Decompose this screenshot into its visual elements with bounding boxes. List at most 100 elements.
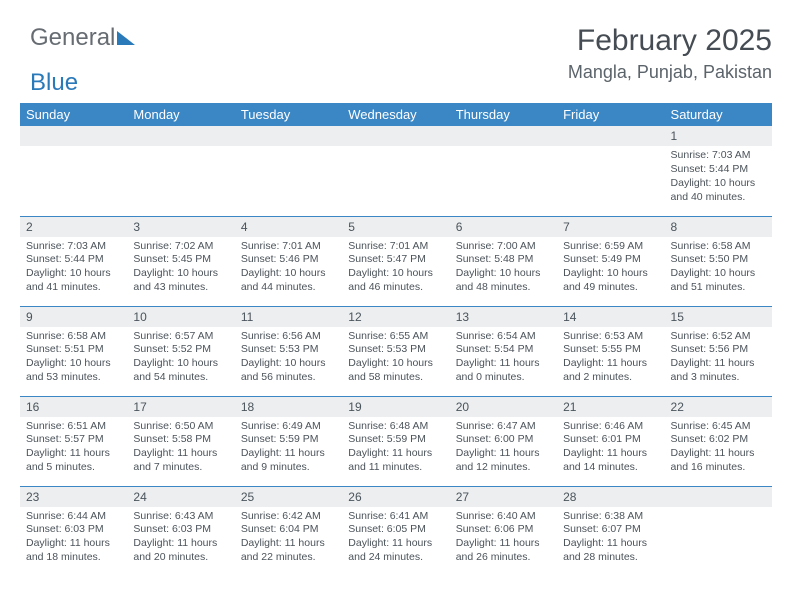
calendar-day-cell: 2Sunrise: 7:03 AMSunset: 5:44 PMDaylight… — [20, 216, 127, 306]
day-sunset: Sunset: 5:44 PM — [671, 163, 766, 177]
calendar-week-row: 16Sunrise: 6:51 AMSunset: 5:57 PMDayligh… — [20, 396, 772, 486]
day-number — [235, 126, 342, 146]
day-sunset: Sunset: 5:59 PM — [241, 433, 336, 447]
day-daylight: Daylight: 11 hours and 24 minutes. — [348, 537, 443, 565]
day-sunset: Sunset: 5:49 PM — [563, 253, 658, 267]
day-body: Sunrise: 6:40 AMSunset: 6:06 PMDaylight:… — [450, 507, 557, 569]
calendar-body: 1Sunrise: 7:03 AMSunset: 5:44 PMDaylight… — [20, 126, 772, 576]
day-daylight: Daylight: 10 hours and 41 minutes. — [26, 267, 121, 295]
day-sunrise: Sunrise: 6:56 AM — [241, 330, 336, 344]
day-number: 5 — [342, 217, 449, 237]
day-sunset: Sunset: 6:04 PM — [241, 523, 336, 537]
day-daylight: Daylight: 11 hours and 26 minutes. — [456, 537, 551, 565]
day-sunrise: Sunrise: 6:45 AM — [671, 420, 766, 434]
day-number: 26 — [342, 487, 449, 507]
day-number: 28 — [557, 487, 664, 507]
weekday-header: Monday — [127, 103, 234, 126]
calendar-day-cell: 3Sunrise: 7:02 AMSunset: 5:45 PMDaylight… — [127, 216, 234, 306]
day-number: 17 — [127, 397, 234, 417]
day-number: 19 — [342, 397, 449, 417]
day-sunset: Sunset: 6:02 PM — [671, 433, 766, 447]
day-number — [20, 126, 127, 146]
day-sunset: Sunset: 5:46 PM — [241, 253, 336, 267]
day-daylight: Daylight: 10 hours and 40 minutes. — [671, 177, 766, 205]
day-body: Sunrise: 6:51 AMSunset: 5:57 PMDaylight:… — [20, 417, 127, 479]
day-number: 15 — [665, 307, 772, 327]
day-number: 3 — [127, 217, 234, 237]
day-sunrise: Sunrise: 6:53 AM — [563, 330, 658, 344]
day-sunset: Sunset: 6:07 PM — [563, 523, 658, 537]
weekday-header: Friday — [557, 103, 664, 126]
calendar-day-cell: 11Sunrise: 6:56 AMSunset: 5:53 PMDayligh… — [235, 306, 342, 396]
calendar-day-cell: 5Sunrise: 7:01 AMSunset: 5:47 PMDaylight… — [342, 216, 449, 306]
day-number: 14 — [557, 307, 664, 327]
calendar-day-cell — [235, 126, 342, 216]
day-sunset: Sunset: 5:58 PM — [133, 433, 228, 447]
day-body: Sunrise: 6:38 AMSunset: 6:07 PMDaylight:… — [557, 507, 664, 569]
day-sunrise: Sunrise: 6:54 AM — [456, 330, 551, 344]
day-daylight: Daylight: 11 hours and 7 minutes. — [133, 447, 228, 475]
day-sunset: Sunset: 5:55 PM — [563, 343, 658, 357]
day-daylight: Daylight: 10 hours and 46 minutes. — [348, 267, 443, 295]
day-body: Sunrise: 6:52 AMSunset: 5:56 PMDaylight:… — [665, 327, 772, 389]
day-body: Sunrise: 7:01 AMSunset: 5:46 PMDaylight:… — [235, 237, 342, 299]
logo-triangle-icon — [117, 31, 135, 45]
day-daylight: Daylight: 11 hours and 9 minutes. — [241, 447, 336, 475]
day-sunset: Sunset: 5:59 PM — [348, 433, 443, 447]
day-number — [557, 126, 664, 146]
day-sunset: Sunset: 6:06 PM — [456, 523, 551, 537]
day-daylight: Daylight: 11 hours and 22 minutes. — [241, 537, 336, 565]
day-number: 9 — [20, 307, 127, 327]
calendar-day-cell — [557, 126, 664, 216]
day-daylight: Daylight: 10 hours and 58 minutes. — [348, 357, 443, 385]
day-body: Sunrise: 6:46 AMSunset: 6:01 PMDaylight:… — [557, 417, 664, 479]
day-sunrise: Sunrise: 6:46 AM — [563, 420, 658, 434]
day-daylight: Daylight: 10 hours and 53 minutes. — [26, 357, 121, 385]
calendar-day-cell: 13Sunrise: 6:54 AMSunset: 5:54 PMDayligh… — [450, 306, 557, 396]
day-daylight: Daylight: 11 hours and 20 minutes. — [133, 537, 228, 565]
day-body: Sunrise: 6:43 AMSunset: 6:03 PMDaylight:… — [127, 507, 234, 569]
day-sunrise: Sunrise: 7:00 AM — [456, 240, 551, 254]
day-sunrise: Sunrise: 7:03 AM — [671, 149, 766, 163]
day-sunrise: Sunrise: 6:58 AM — [671, 240, 766, 254]
day-number — [665, 487, 772, 507]
day-daylight: Daylight: 10 hours and 54 minutes. — [133, 357, 228, 385]
day-sunrise: Sunrise: 6:51 AM — [26, 420, 121, 434]
day-sunset: Sunset: 5:44 PM — [26, 253, 121, 267]
day-sunrise: Sunrise: 7:01 AM — [241, 240, 336, 254]
day-number: 6 — [450, 217, 557, 237]
day-sunrise: Sunrise: 6:47 AM — [456, 420, 551, 434]
day-sunrise: Sunrise: 6:50 AM — [133, 420, 228, 434]
calendar-week-row: 9Sunrise: 6:58 AMSunset: 5:51 PMDaylight… — [20, 306, 772, 396]
calendar-day-cell: 27Sunrise: 6:40 AMSunset: 6:06 PMDayligh… — [450, 486, 557, 576]
calendar-day-cell: 6Sunrise: 7:00 AMSunset: 5:48 PMDaylight… — [450, 216, 557, 306]
day-body: Sunrise: 7:00 AMSunset: 5:48 PMDaylight:… — [450, 237, 557, 299]
day-sunrise: Sunrise: 6:43 AM — [133, 510, 228, 524]
title-block: February 2025 Mangla, Punjab, Pakistan — [568, 24, 772, 83]
day-sunrise: Sunrise: 6:52 AM — [671, 330, 766, 344]
calendar-day-cell: 1Sunrise: 7:03 AMSunset: 5:44 PMDaylight… — [665, 126, 772, 216]
calendar-week-row: 2Sunrise: 7:03 AMSunset: 5:44 PMDaylight… — [20, 216, 772, 306]
day-body: Sunrise: 6:58 AMSunset: 5:51 PMDaylight:… — [20, 327, 127, 389]
calendar-day-cell — [450, 126, 557, 216]
day-sunrise: Sunrise: 7:01 AM — [348, 240, 443, 254]
weekday-header: Saturday — [665, 103, 772, 126]
calendar-day-cell: 21Sunrise: 6:46 AMSunset: 6:01 PMDayligh… — [557, 396, 664, 486]
day-sunset: Sunset: 6:03 PM — [133, 523, 228, 537]
day-sunset: Sunset: 5:50 PM — [671, 253, 766, 267]
day-number: 24 — [127, 487, 234, 507]
day-sunset: Sunset: 6:05 PM — [348, 523, 443, 537]
day-number — [127, 126, 234, 146]
day-daylight: Daylight: 11 hours and 14 minutes. — [563, 447, 658, 475]
day-daylight: Daylight: 10 hours and 44 minutes. — [241, 267, 336, 295]
day-number: 8 — [665, 217, 772, 237]
day-sunset: Sunset: 5:53 PM — [348, 343, 443, 357]
day-number: 22 — [665, 397, 772, 417]
day-body: Sunrise: 6:45 AMSunset: 6:02 PMDaylight:… — [665, 417, 772, 479]
day-number: 11 — [235, 307, 342, 327]
day-body: Sunrise: 6:47 AMSunset: 6:00 PMDaylight:… — [450, 417, 557, 479]
weekday-header: Sunday — [20, 103, 127, 126]
day-sunset: Sunset: 6:03 PM — [26, 523, 121, 537]
day-sunrise: Sunrise: 6:55 AM — [348, 330, 443, 344]
day-daylight: Daylight: 10 hours and 51 minutes. — [671, 267, 766, 295]
